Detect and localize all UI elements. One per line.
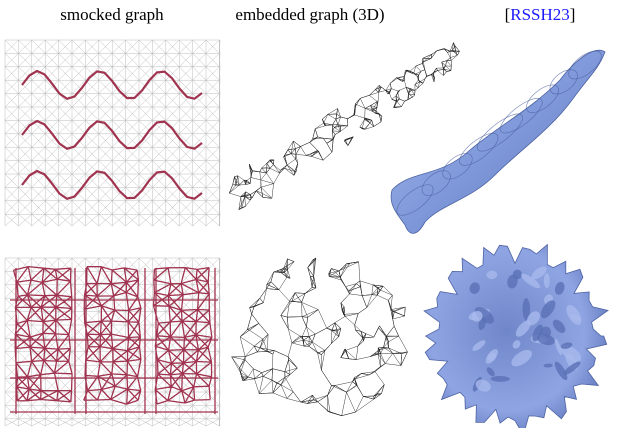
citation-link[interactable]: RSSH23 bbox=[510, 5, 570, 24]
figure: smocked graph embedded graph (3D) [RSSH2… bbox=[0, 0, 619, 428]
bracket: ] bbox=[570, 5, 576, 24]
embedded-mesh bbox=[232, 258, 408, 416]
column-title: smocked graph bbox=[60, 5, 164, 24]
cloth-twisted bbox=[391, 50, 605, 233]
citation: [RSSH23] bbox=[505, 5, 576, 24]
column-title: embedded graph (3D) bbox=[235, 5, 384, 24]
